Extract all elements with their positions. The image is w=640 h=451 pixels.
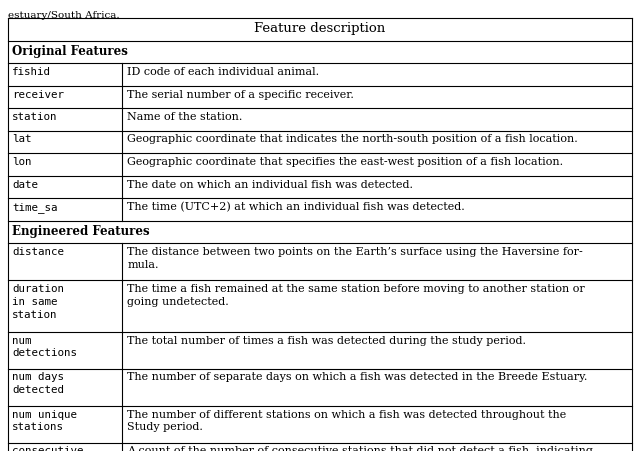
Text: Name of the station.: Name of the station. (127, 112, 243, 122)
Text: num days
detected: num days detected (12, 373, 64, 395)
Text: num unique
stations: num unique stations (12, 410, 77, 433)
Text: Engineered Features: Engineered Features (12, 225, 150, 238)
Text: num
detections: num detections (12, 336, 77, 358)
Text: lat: lat (12, 134, 31, 144)
Text: Feature description: Feature description (254, 22, 386, 35)
Text: receiver: receiver (12, 89, 64, 100)
Text: The time a fish remained at the same station before moving to another station or: The time a fish remained at the same sta… (127, 284, 585, 307)
Text: fishid: fishid (12, 67, 51, 77)
Text: consecutive
missing
stations: consecutive missing stations (12, 446, 83, 451)
Text: The time (UTC+2) at which an individual fish was detected.: The time (UTC+2) at which an individual … (127, 202, 465, 212)
Text: ID code of each individual animal.: ID code of each individual animal. (127, 67, 319, 77)
Text: time_sa: time_sa (12, 202, 58, 213)
Text: The number of separate days on which a fish was detected in the Breede Estuary.: The number of separate days on which a f… (127, 373, 588, 382)
Text: date: date (12, 179, 38, 189)
Text: Original Features: Original Features (12, 45, 128, 57)
Text: lon: lon (12, 157, 31, 167)
Text: estuary/South Africa.: estuary/South Africa. (8, 11, 119, 20)
Text: distance: distance (12, 247, 64, 257)
Text: The date on which an individual fish was detected.: The date on which an individual fish was… (127, 179, 413, 189)
Text: The distance between two points on the Earth’s surface using the Haversine for-
: The distance between two points on the E… (127, 247, 583, 270)
Text: The number of different stations on which a fish was detected throughout the
Stu: The number of different stations on whic… (127, 410, 566, 433)
Text: station: station (12, 112, 58, 122)
Text: Geographic coordinate that specifies the east-west position of a fish location.: Geographic coordinate that specifies the… (127, 157, 563, 167)
Text: The serial number of a specific receiver.: The serial number of a specific receiver… (127, 89, 354, 100)
Text: A count of the number of consecutive stations that did not detect a fish, indica: A count of the number of consecutive sta… (127, 446, 593, 451)
Text: Geographic coordinate that indicates the north-south position of a fish location: Geographic coordinate that indicates the… (127, 134, 578, 144)
Text: duration
in same
station: duration in same station (12, 284, 64, 320)
Text: The total number of times a fish was detected during the study period.: The total number of times a fish was det… (127, 336, 526, 345)
